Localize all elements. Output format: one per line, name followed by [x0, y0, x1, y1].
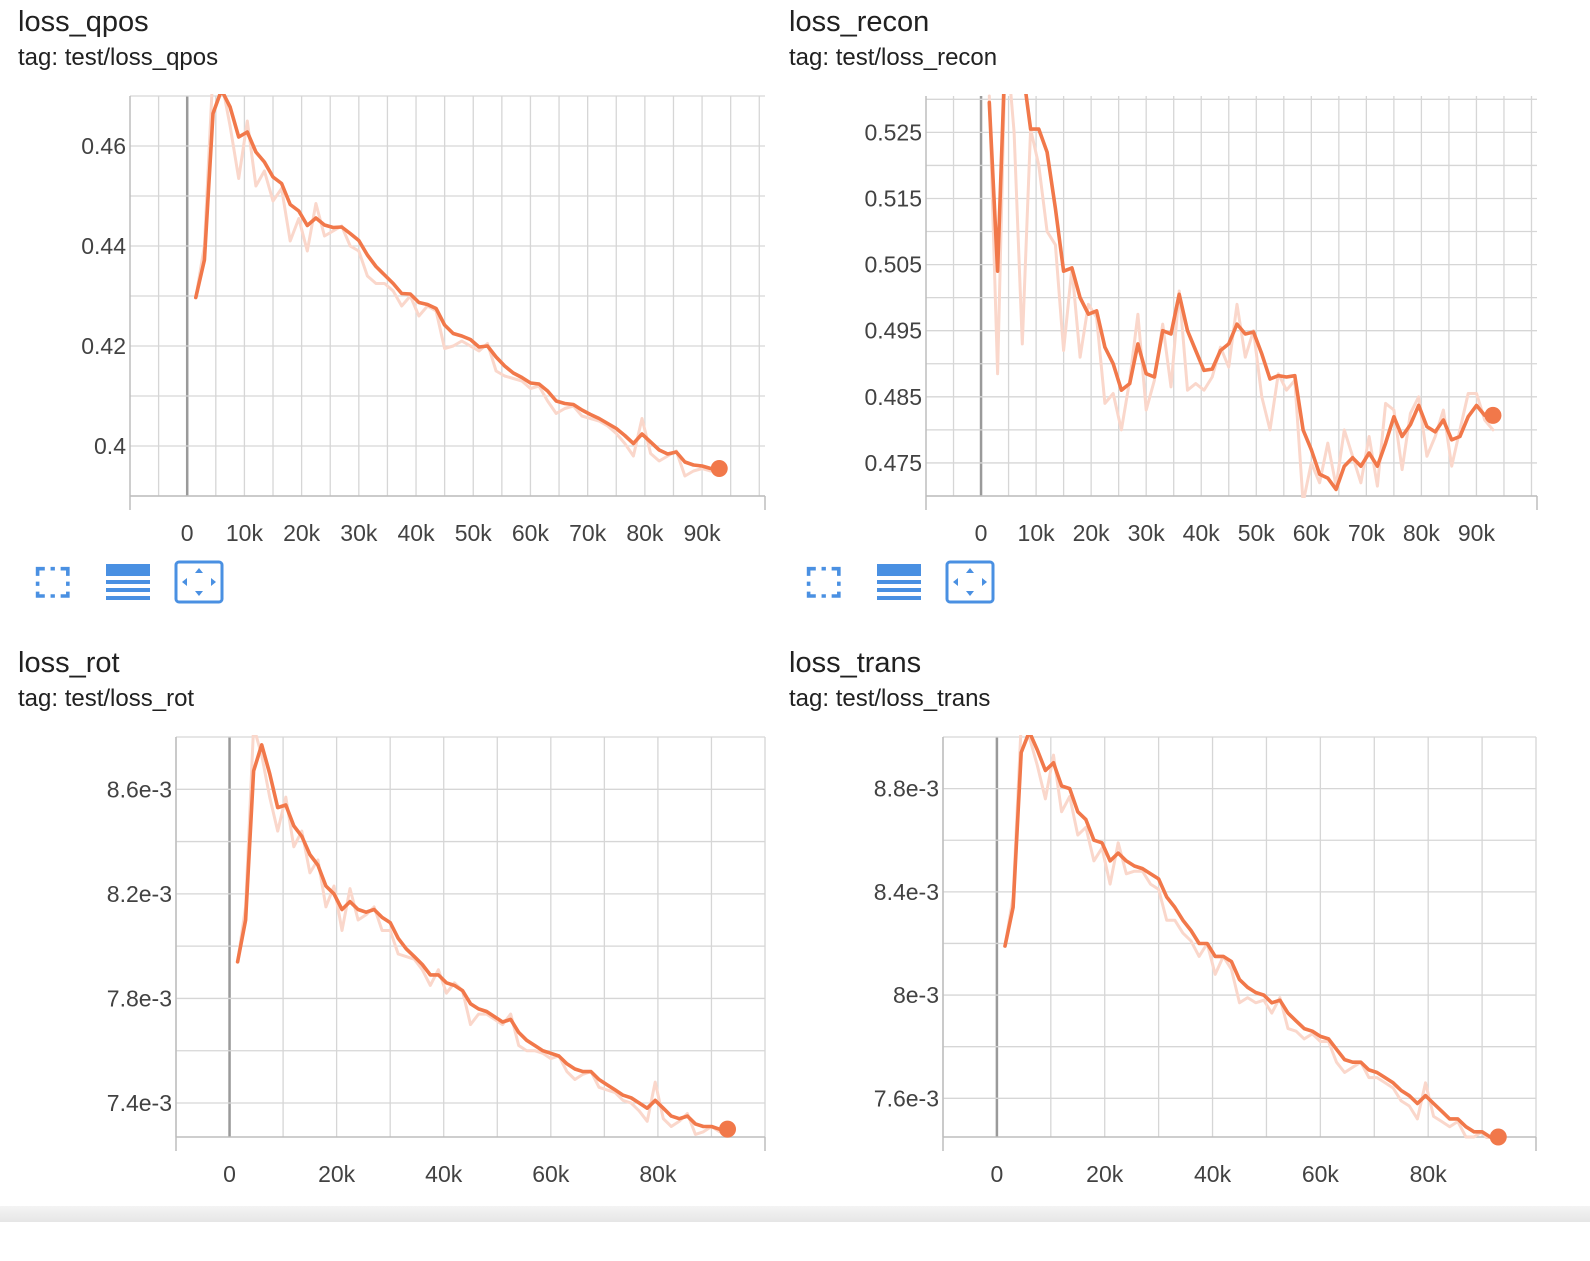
chart-title: loss_rot — [18, 647, 120, 679]
y-tick-label: 0.4 — [94, 433, 126, 459]
x-tick-label: 90k — [1458, 520, 1496, 546]
x-tick-label: 80k — [1410, 1161, 1448, 1187]
toggle-log-scale-button[interactable] — [104, 560, 154, 606]
chart-tag: tag: test/loss_recon — [789, 44, 998, 71]
y-tick-label: 0.44 — [81, 233, 126, 259]
y-tick-label: 0.515 — [864, 185, 922, 211]
fit-domain-icon — [945, 560, 995, 604]
y-tick-label: 0.475 — [864, 450, 922, 476]
fit-domain-button[interactable] — [174, 560, 224, 606]
grid — [942, 736, 1537, 1137]
fullscreen-icon — [806, 566, 841, 598]
x-tick-label: 50k — [455, 520, 493, 546]
x-tick-label: 0 — [991, 1161, 1004, 1187]
x-tick-label: 40k — [1194, 1161, 1232, 1187]
chart-plot[interactable]: 7.4e-3 7.8e-3 8.2e-3 8.6e-3 0 20k 40k 60k 80k — [0, 641, 770, 1201]
chart-title: loss_recon — [789, 6, 930, 38]
chart-title: loss_trans — [789, 647, 922, 679]
x-tick-label: 50k — [1238, 520, 1276, 546]
x-tick-label: 90k — [684, 520, 722, 546]
grid — [926, 96, 1537, 497]
last-point-marker[interactable] — [1484, 406, 1502, 424]
y-tick-label: 8.8e-3 — [874, 776, 939, 802]
y-tick-label: 7.8e-3 — [107, 985, 172, 1011]
fit-domain-icon — [174, 560, 224, 604]
y-tick-label: 0.46 — [81, 133, 126, 159]
x-tick-label: 20k — [318, 1161, 356, 1187]
last-point-marker[interactable] — [719, 1120, 737, 1138]
chart-plot[interactable]: 0.475 0.485 0.495 0.505 0.515 0.525 0 10k 20k 30k… — [771, 0, 1541, 560]
smoothed-series-line — [194, 94, 722, 471]
fullscreen-button[interactable] — [805, 560, 855, 606]
fullscreen-button[interactable] — [34, 560, 84, 606]
x-tick-label: 80k — [639, 1161, 677, 1187]
y-tick-label: 0.505 — [864, 252, 922, 278]
x-tick-label: 30k — [1128, 520, 1166, 546]
chart-tag: tag: test/loss_trans — [789, 685, 991, 712]
chart-plot[interactable]: 7.6e-3 8e-3 8.4e-3 8.8e-3 0 20k 40k 60k 80k — [771, 641, 1541, 1201]
x-tick-label: 0 — [223, 1161, 236, 1187]
x-tick-label: 0 — [181, 520, 194, 546]
last-point-marker[interactable] — [710, 460, 728, 477]
y-tick-label: 0.42 — [81, 333, 126, 359]
x-tick-label: 40k — [1183, 520, 1221, 546]
raw-series-line — [1003, 735, 1500, 1139]
x-tick-label: 80k — [1403, 520, 1441, 546]
y-tick-label: 8.6e-3 — [107, 776, 172, 802]
x-tick-label: 10k — [1018, 520, 1056, 546]
x-tick-label: 0 — [975, 520, 988, 546]
y-tick-label: 7.6e-3 — [874, 1085, 939, 1111]
fullscreen-icon — [35, 566, 70, 598]
x-tick-label: 30k — [340, 520, 378, 546]
y-tick-label: 0.525 — [864, 119, 922, 145]
y-tick-label: 7.4e-3 — [107, 1090, 172, 1116]
y-tick-label: 8e-3 — [893, 982, 939, 1008]
x-tick-label: 40k — [397, 520, 435, 546]
raw-series-line — [194, 94, 721, 478]
chart-card-loss-trans: loss_trans tag: test/loss_trans 7.6e-3 8e… — [771, 641, 1541, 1261]
x-tick-label: 10k — [226, 520, 264, 546]
x-tick-label: 40k — [425, 1161, 463, 1187]
y-tick-label: 0.495 — [864, 318, 922, 344]
x-tick-label: 70k — [1348, 520, 1386, 546]
x-tick-label: 60k — [1302, 1161, 1340, 1187]
fit-domain-button[interactable] — [945, 560, 995, 606]
smoothed-series-line — [1003, 735, 1501, 1139]
raw-series-line — [236, 735, 729, 1136]
x-tick-label: 20k — [1086, 1161, 1124, 1187]
x-tick-label: 60k — [532, 1161, 570, 1187]
toggle-log-scale-icon — [877, 564, 921, 600]
smoothed-series-line — [235, 743, 730, 1132]
chart-plot[interactable]: 0.4 0.42 0.44 0.46 0 10k 20k 30k 40k 50k 60k 70k 80k… — [0, 0, 770, 560]
x-tick-label: 60k — [1293, 520, 1331, 546]
x-tick-label: 80k — [626, 520, 664, 546]
grid — [130, 95, 765, 497]
chart-tag: tag: test/loss_rot — [18, 685, 195, 712]
x-tick-label: 20k — [283, 520, 321, 546]
toggle-log-scale-button[interactable] — [875, 560, 925, 606]
smoothed-series-line — [987, 94, 1495, 492]
bottom-scroll-bar[interactable] — [0, 1206, 1590, 1222]
y-tick-label: 0.485 — [864, 384, 922, 410]
x-tick-label: 60k — [512, 520, 550, 546]
chart-card-loss-recon: loss_recon tag: test/loss_recon 0.475 0.4… — [771, 0, 1541, 620]
y-tick-label: 8.4e-3 — [874, 879, 939, 905]
x-tick-label: 20k — [1073, 520, 1111, 546]
chart-card-loss-qpos: loss_qpos tag: test/loss_qpos 0.4 0.42 0.4… — [0, 0, 770, 620]
grid — [175, 736, 766, 1137]
chart-title: loss_qpos — [18, 6, 149, 38]
last-point-marker[interactable] — [1489, 1128, 1507, 1146]
chart-tag: tag: test/loss_qpos — [18, 44, 219, 71]
x-tick-label: 70k — [569, 520, 607, 546]
y-tick-label: 8.2e-3 — [107, 881, 172, 907]
toggle-log-scale-icon — [106, 564, 150, 600]
chart-card-loss-rot: loss_rot tag: test/loss_rot 7.4e-3 7.8e-3… — [0, 641, 770, 1261]
